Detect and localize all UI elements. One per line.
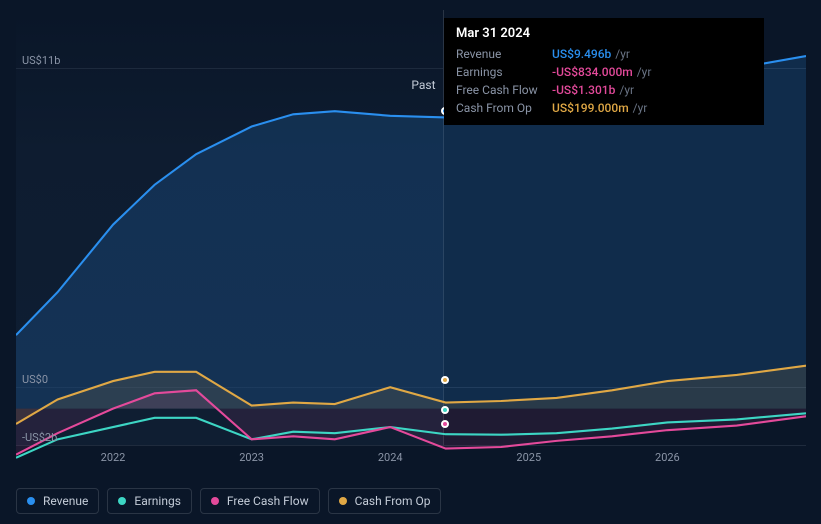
tooltip-metric-value: US$9.496b (552, 45, 611, 63)
chart-tooltip: Mar 31 2024 RevenueUS$9.496b/yrEarnings-… (444, 18, 764, 125)
y-axis-label: -US$2b (22, 431, 57, 444)
tooltip-row: Earnings-US$834.000m/yr (456, 63, 752, 81)
y-axis-label: US$0 (22, 373, 48, 386)
past-label: Past (411, 78, 435, 92)
legend-item-cash_from_op[interactable]: Cash From Op (328, 488, 442, 514)
tooltip-metric-value: -US$834.000m (552, 63, 633, 81)
legend-label: Cash From Op (355, 494, 431, 508)
tooltip-row: Free Cash Flow-US$1.301b/yr (456, 81, 752, 99)
legend-dot-icon (211, 497, 219, 505)
tooltip-unit: /yr (619, 81, 634, 99)
legend-label: Earnings (134, 494, 181, 508)
financial-forecast-chart: US$11bUS$0-US$2b20222023202420252026Past… (0, 0, 821, 524)
tooltip-row: RevenueUS$9.496b/yr (456, 45, 752, 63)
legend-item-free_cash_flow[interactable]: Free Cash Flow (200, 488, 320, 514)
tooltip-unit: /yr (633, 99, 648, 117)
tooltip-row: Cash From OpUS$199.000m/yr (456, 99, 752, 117)
legend-dot-icon (118, 497, 126, 505)
tooltip-metric-value: -US$1.301b (552, 81, 615, 99)
legend-dot-icon (27, 497, 35, 505)
legend-item-revenue[interactable]: Revenue (16, 488, 99, 514)
legend-label: Free Cash Flow (227, 494, 309, 508)
tooltip-metric-label: Free Cash Flow (456, 81, 552, 99)
tooltip-unit: /yr (637, 63, 652, 81)
earnings-marker (441, 406, 449, 414)
tooltip-date: Mar 31 2024 (456, 26, 752, 41)
legend-label: Revenue (43, 494, 88, 508)
tooltip-metric-label: Revenue (456, 45, 552, 63)
chart-legend: Revenue Earnings Free Cash Flow Cash From O… (16, 488, 441, 514)
tooltip-metric-label: Cash From Op (456, 99, 552, 117)
y-axis-label: US$11b (22, 54, 60, 67)
legend-item-earnings[interactable]: Earnings (107, 488, 192, 514)
free_cash_flow-marker (441, 420, 449, 428)
cash_from_op-marker (441, 376, 449, 384)
legend-dot-icon (339, 497, 347, 505)
tooltip-metric-value: US$199.000m (552, 99, 629, 117)
tooltip-unit: /yr (615, 45, 630, 63)
tooltip-metric-label: Earnings (456, 63, 552, 81)
